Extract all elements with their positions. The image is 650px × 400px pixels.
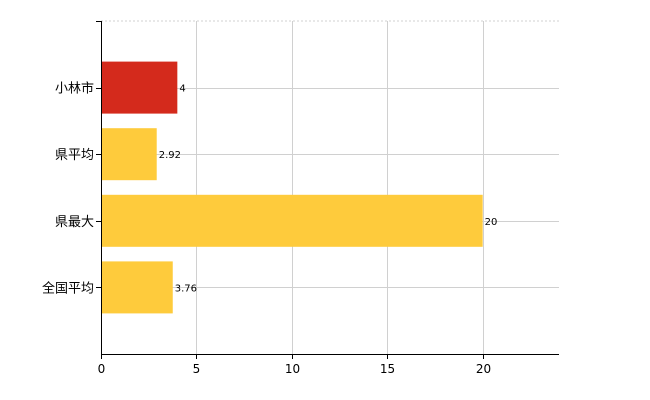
- bars: [101, 61, 483, 314]
- data-label: 4: [179, 84, 185, 95]
- category-label: 県最大: [55, 215, 94, 230]
- data-label: 2.92: [159, 150, 181, 161]
- category-label: 県平均: [55, 148, 94, 163]
- data-label: 20: [485, 217, 498, 228]
- x-tick-label: 0: [98, 362, 106, 376]
- axes: [96, 21, 559, 359]
- bar: [101, 194, 483, 247]
- bar: [101, 261, 173, 314]
- bar: [101, 61, 178, 114]
- x-tick-label: 15: [380, 362, 395, 376]
- bar: [101, 128, 157, 181]
- category-label: 小林市: [55, 81, 94, 97]
- data-label: 3.76: [175, 283, 197, 294]
- x-tick-label: 5: [193, 362, 201, 376]
- x-tick-label: 10: [285, 362, 300, 376]
- x-tick-label: 20: [476, 362, 491, 376]
- category-label: 全国平均: [42, 280, 94, 296]
